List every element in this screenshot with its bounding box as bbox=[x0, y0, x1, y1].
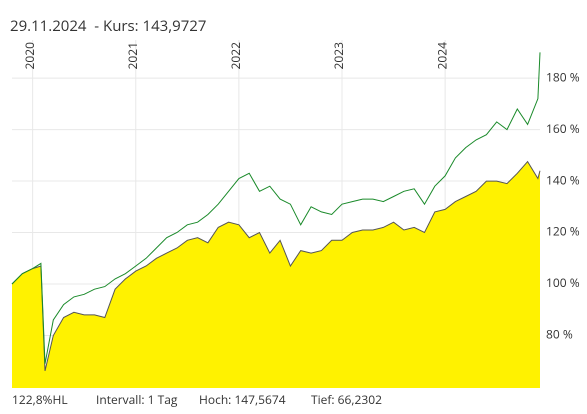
footer-stat: Intervall: 1 Tag bbox=[96, 391, 178, 408]
footer-stat: 122,8%HL bbox=[12, 391, 68, 408]
y-tick-label: 160 % bbox=[546, 120, 580, 137]
line bbox=[11, 160, 541, 372]
x-tick-label: 2024 bbox=[433, 42, 450, 70]
y-tick-label: 120 % bbox=[546, 223, 580, 240]
x-tick-label: 2023 bbox=[330, 42, 347, 70]
y-tick-label: 180 % bbox=[546, 68, 580, 85]
footer-stat: Tief: 66,2302 bbox=[311, 391, 382, 408]
y-tick-label: 100 % bbox=[546, 274, 580, 291]
x-tick-label: 2022 bbox=[227, 42, 244, 70]
x-tick-label: 2021 bbox=[124, 42, 141, 69]
line bbox=[11, 52, 541, 364]
plot-area bbox=[11, 52, 541, 388]
footer-stat: Hoch: 147,5674 bbox=[199, 391, 286, 408]
chart-title: 29.11.2024 - Kurs: 143,9727 bbox=[10, 16, 206, 36]
area bbox=[12, 161, 540, 388]
footer: 122,8%HL Intervall: 1 Tag Hoch: 147,5674 Ti… bbox=[12, 391, 382, 408]
y-tick-label: 140 % bbox=[546, 171, 580, 188]
axis-labels: 80 % 100 % 120 % 140 % 160 % 180 % 2020 2021 202… bbox=[21, 42, 580, 343]
x-tick-label: 2020 bbox=[21, 42, 38, 70]
y-tick-label: 80 % bbox=[546, 326, 573, 343]
